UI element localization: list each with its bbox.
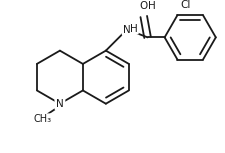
Text: N: N [56,99,64,109]
Text: Cl: Cl [180,0,191,10]
Text: O: O [140,1,148,11]
Text: H: H [130,24,138,34]
Text: CH₃: CH₃ [34,114,52,124]
Text: H: H [148,1,156,11]
Text: N: N [123,25,130,35]
